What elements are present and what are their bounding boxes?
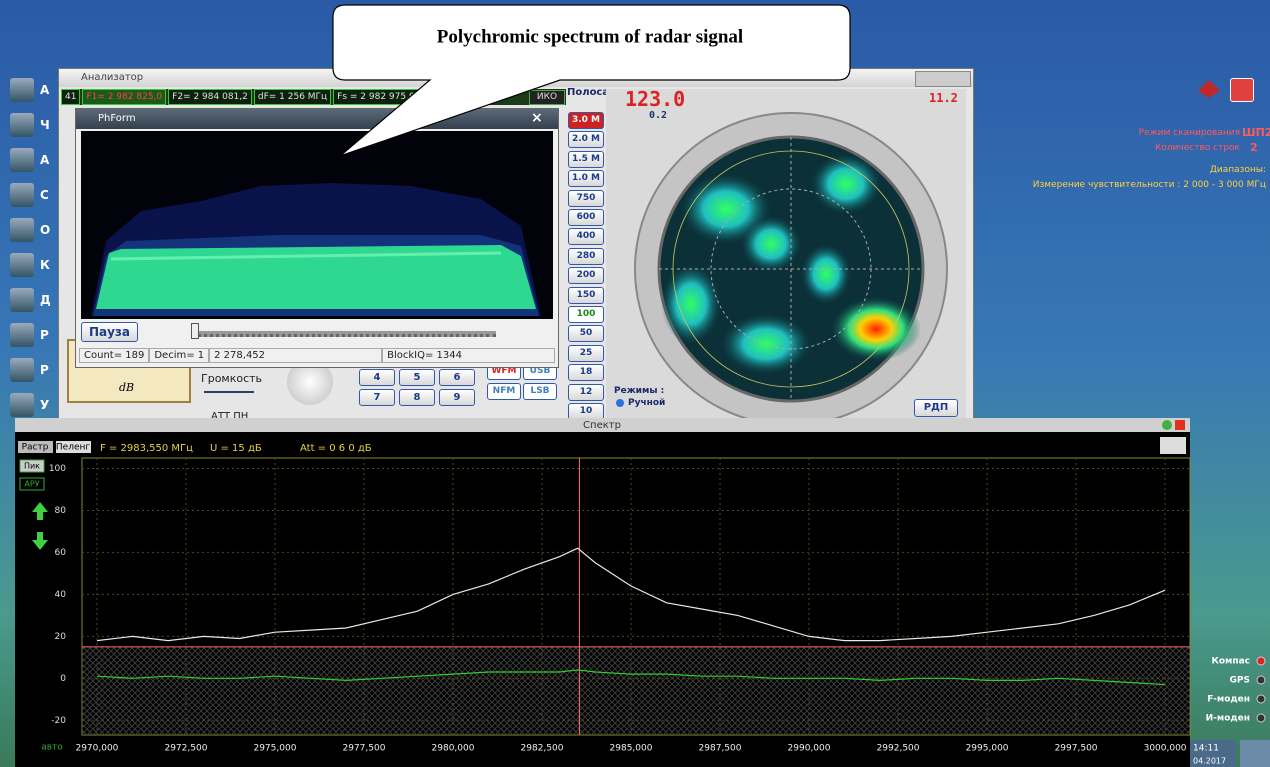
window-title: Спектр [583, 420, 621, 431]
spectrum-window: Спектр Растр Пеленг F = 2983,550 МГц U = 15… [0, 0, 1270, 767]
status-dot [1257, 695, 1265, 703]
y-tick-label: 20 [55, 632, 67, 642]
minimize-button[interactable] [1162, 420, 1172, 430]
status-dot [1257, 714, 1265, 722]
x-tick-label: 2985,000 [610, 744, 653, 754]
clock: 14:11 [1193, 744, 1219, 754]
y-tick-label: 40 [55, 590, 67, 600]
show-desktop[interactable] [1240, 740, 1270, 767]
x-tick-label: 2995,000 [966, 744, 1009, 754]
status-dot [1257, 657, 1265, 665]
y-tick-label: 100 [49, 464, 66, 474]
status-label: GPS [1230, 676, 1250, 686]
auto-label: авто [41, 743, 63, 753]
y-tick-label: 0 [60, 674, 66, 684]
status-label: F-моден [1207, 695, 1250, 705]
readout: F = 2983,550 МГц [100, 443, 193, 454]
side-label: Пик [24, 462, 40, 471]
tab-label: Растр [22, 443, 49, 453]
status-dot [1257, 676, 1265, 684]
readout: Att = 0 6 0 дБ [300, 443, 372, 454]
mode-toggle[interactable] [1160, 437, 1186, 454]
x-tick-label: 2975,000 [253, 744, 296, 754]
date: 04.2017 [1193, 757, 1226, 766]
readout: U = 15 дБ [210, 443, 262, 454]
y-tick-label: 80 [55, 506, 67, 516]
status-label: И-моден [1206, 714, 1250, 724]
close-button[interactable] [1175, 420, 1185, 430]
x-tick-label: 2990,000 [788, 744, 831, 754]
x-tick-label: 2987,500 [699, 744, 742, 754]
x-tick-label: 2992,500 [877, 744, 920, 754]
y-tick-label: -20 [51, 716, 66, 726]
side-label: АРУ [24, 480, 39, 489]
x-tick-label: 2980,000 [432, 744, 475, 754]
x-tick-label: 2997,500 [1055, 744, 1098, 754]
x-tick-label: 3000,000 [1144, 744, 1187, 754]
x-tick-label: 2982,500 [521, 744, 564, 754]
y-tick-label: 60 [55, 548, 67, 558]
x-tick-label: 2977,500 [343, 744, 386, 754]
status-label: Компас [1211, 657, 1250, 667]
desktop: Режим сканирования ШП2 Количество строк … [0, 0, 1270, 767]
x-tick-label: 2972,500 [164, 744, 207, 754]
x-tick-label: 2970,000 [75, 744, 118, 754]
below-threshold [82, 647, 1190, 735]
tab-label: Пеленг [56, 443, 90, 453]
